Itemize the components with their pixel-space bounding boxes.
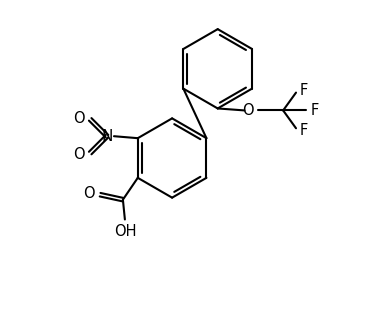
Text: F: F — [311, 103, 319, 118]
Text: OH: OH — [114, 225, 136, 239]
Text: F: F — [300, 83, 308, 98]
Text: N: N — [101, 129, 113, 144]
Text: O: O — [73, 147, 85, 162]
Text: F: F — [300, 123, 308, 138]
Text: O: O — [73, 111, 85, 126]
Text: O: O — [242, 103, 253, 118]
Text: O: O — [83, 186, 95, 201]
